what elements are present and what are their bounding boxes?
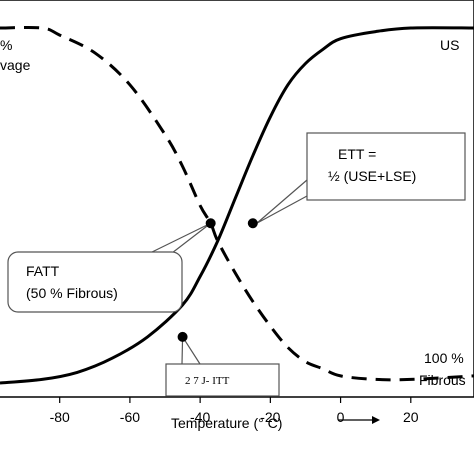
leader-ett xyxy=(256,179,308,224)
x-tick-label: -60 xyxy=(120,409,140,425)
x-axis-label: Temperature (° C) xyxy=(171,415,282,431)
fatt-callout-line1: FATT xyxy=(26,263,60,279)
x-tick-layer: -80 -60 -40 -20 0 20 xyxy=(50,397,419,425)
label-top-left-2: vage xyxy=(0,57,31,73)
fatt-callout-box xyxy=(7,251,183,313)
leader-fatt xyxy=(149,222,212,254)
x-tick-label: -20 xyxy=(260,409,280,425)
x-tick-label: -80 xyxy=(50,409,70,425)
label-top-right: US xyxy=(440,37,459,53)
ett-callout-box xyxy=(306,132,466,201)
fatt-callout-line2: (50 % Fibrous) xyxy=(26,285,118,301)
marker-ett xyxy=(247,218,258,229)
marker-fatt xyxy=(205,218,216,229)
ett-callout-line2: ½ (USE+LSE) xyxy=(328,168,416,184)
x-tick-label: 20 xyxy=(403,409,419,425)
x-tick-label: -40 xyxy=(190,409,210,425)
series-solid-line xyxy=(0,26,474,385)
marker-itt xyxy=(177,331,188,342)
x-axis-arrow xyxy=(338,416,380,424)
itt-callout-box xyxy=(165,363,280,397)
label-bottom-right-1: 100 % xyxy=(424,350,464,366)
label-top-left-1: % xyxy=(0,37,12,53)
x-tick-label: 0 xyxy=(337,409,345,425)
label-bottom-right-2: Fibrous xyxy=(419,372,466,388)
ett-callout-line1: ETT = xyxy=(338,146,376,162)
itt-callout-label: 2 7 J- ITT xyxy=(185,375,230,387)
series-dashed-line xyxy=(0,25,474,382)
marker-layer xyxy=(177,218,258,342)
